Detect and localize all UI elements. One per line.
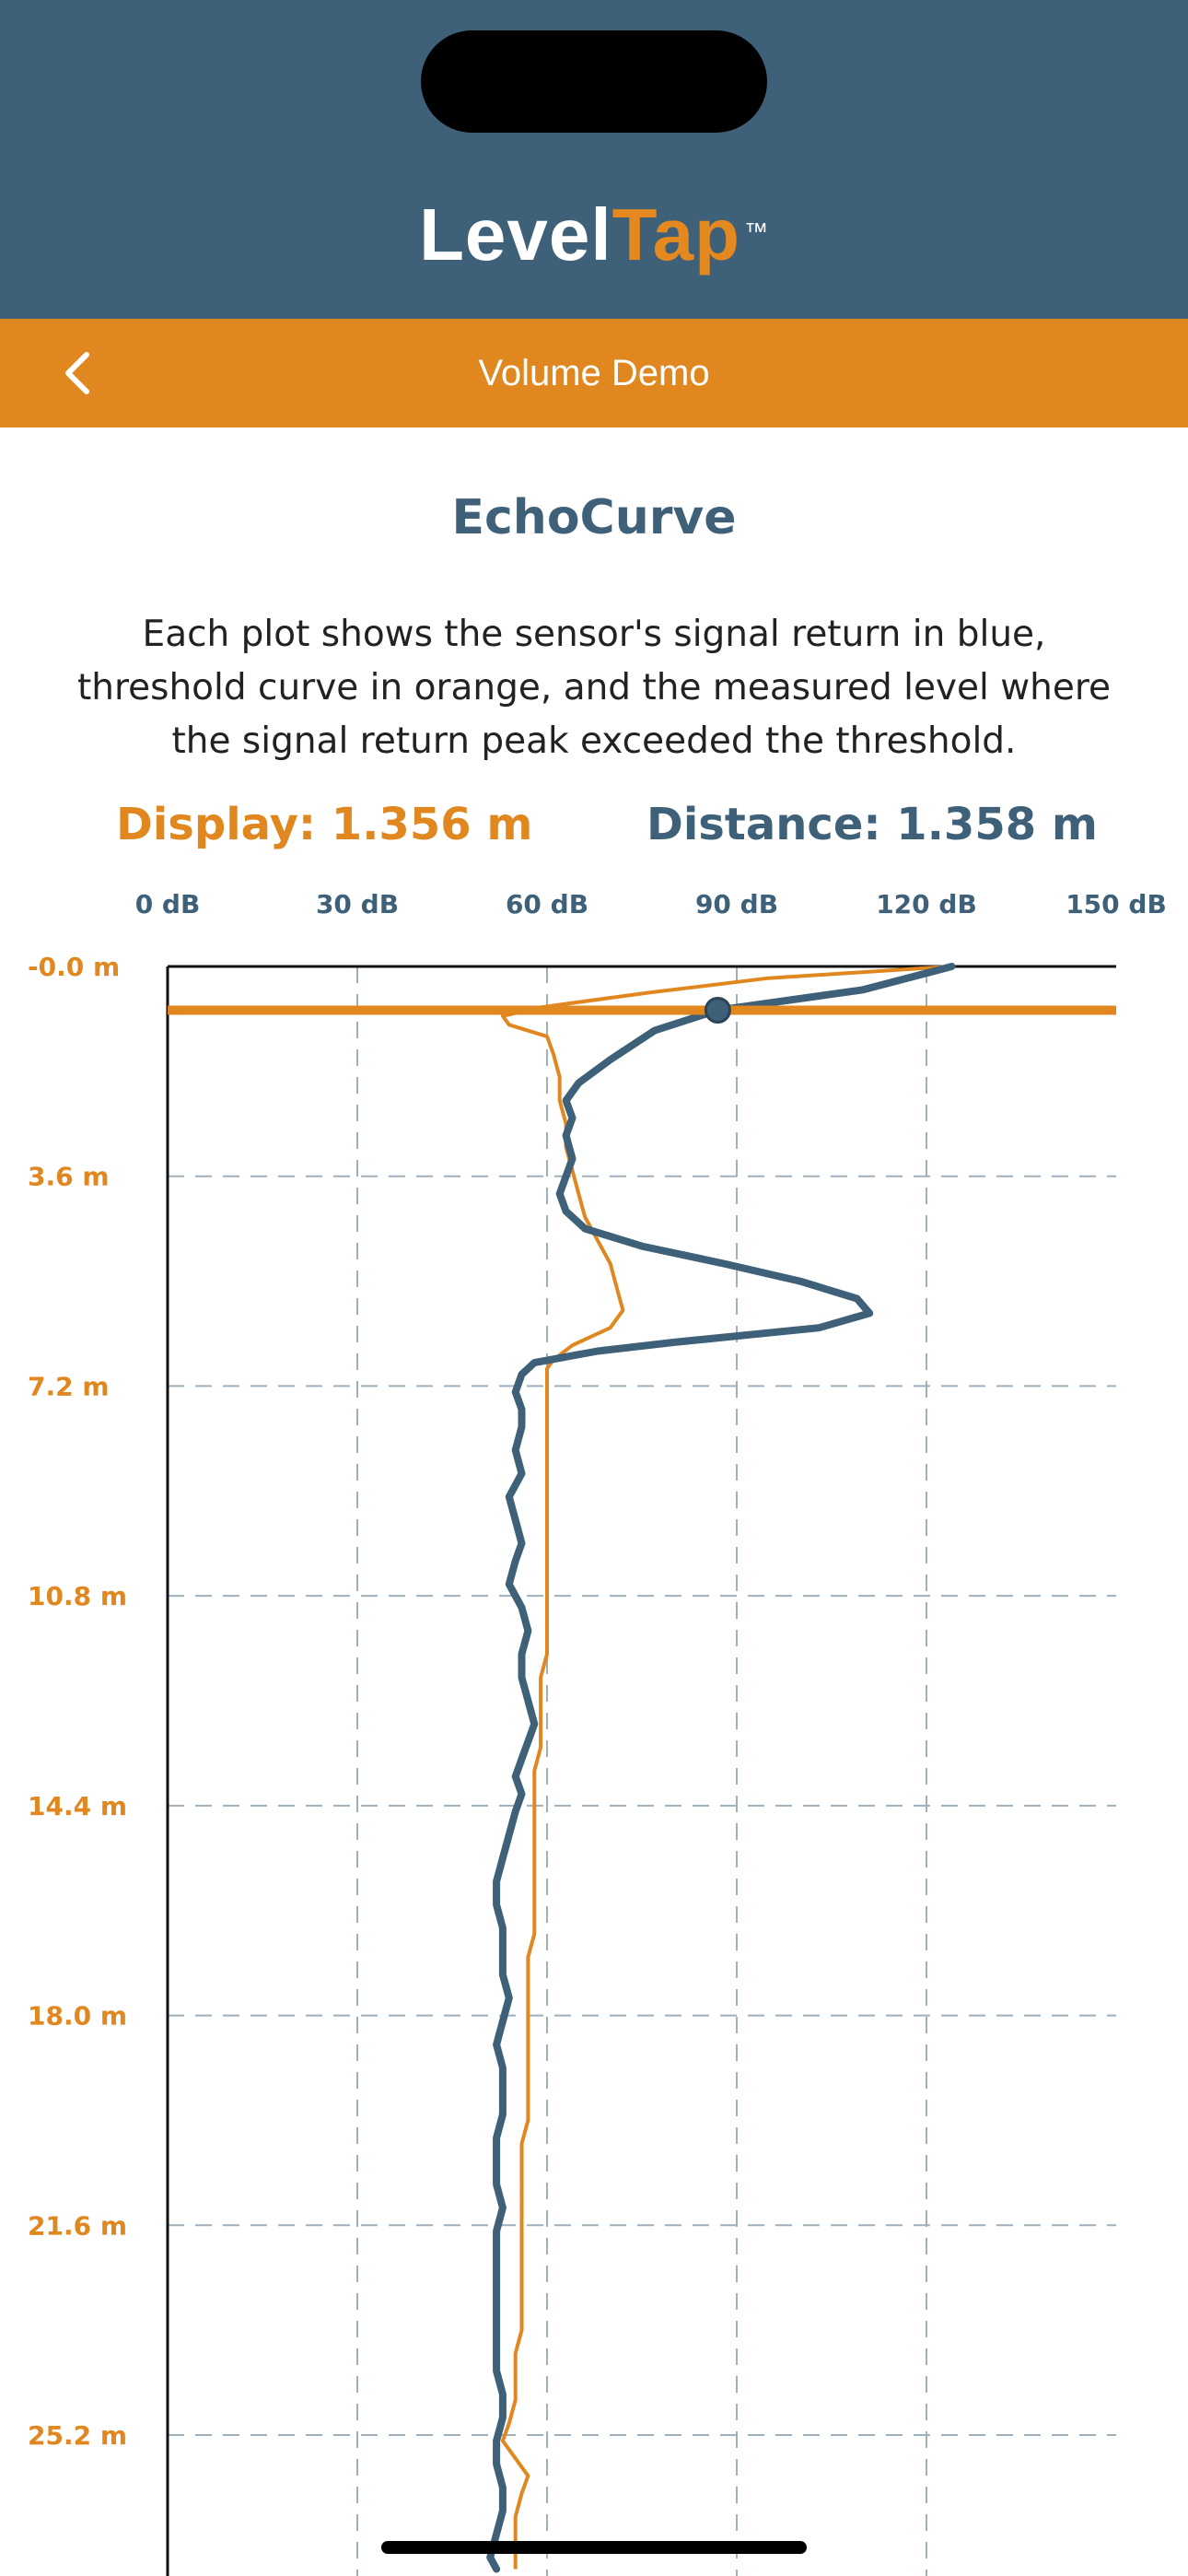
y-tick-label: 21.6 m [28,2210,127,2241]
y-tick-label: 25.2 m [28,2420,127,2451]
chart-description: Each plot shows the sensor's signal retu… [76,614,1112,762]
x-tick-label: 120 dB [876,889,977,919]
threshold-series-line [500,965,952,2570]
y-tick-label: 18.0 m [28,2001,127,2032]
y-tick-label: 14.4 m [28,1791,127,1821]
signal-series-line [486,963,956,2573]
nav-title: Volume Demo [478,353,710,393]
logo-text-level: Level [419,193,612,275]
nav-bar: Volume Demo [0,319,1188,427]
distance-readout: Distance: 1.358 m [646,799,1098,850]
display-readout: Display: 1.356 m [116,799,533,850]
trademark-symbol: ™ [743,217,769,245]
app-header: LevelTap ™ [0,0,1188,319]
app-logo: LevelTap ™ [0,189,1188,281]
y-tick-label: -0.0 m [28,952,120,982]
x-tick-label: 0 dB [135,889,201,919]
x-tick-label: 60 dB [506,889,588,919]
back-button[interactable] [53,344,109,403]
logo-text-tap: Tap [611,193,740,275]
x-tick-label: 150 dB [1066,889,1167,919]
dynamic-island [421,30,767,133]
home-indicator[interactable] [381,2541,807,2554]
x-tick-label: 30 dB [316,889,399,919]
y-tick-label: 7.2 m [28,1371,110,1401]
x-tick-label: 90 dB [695,889,778,919]
y-tick-label: 3.6 m [28,1162,110,1192]
level-marker [704,996,731,1024]
chevron-left-icon [65,352,89,394]
page-title: EchoCurve [451,490,737,545]
y-tick-label: 10.8 m [28,1581,127,1611]
